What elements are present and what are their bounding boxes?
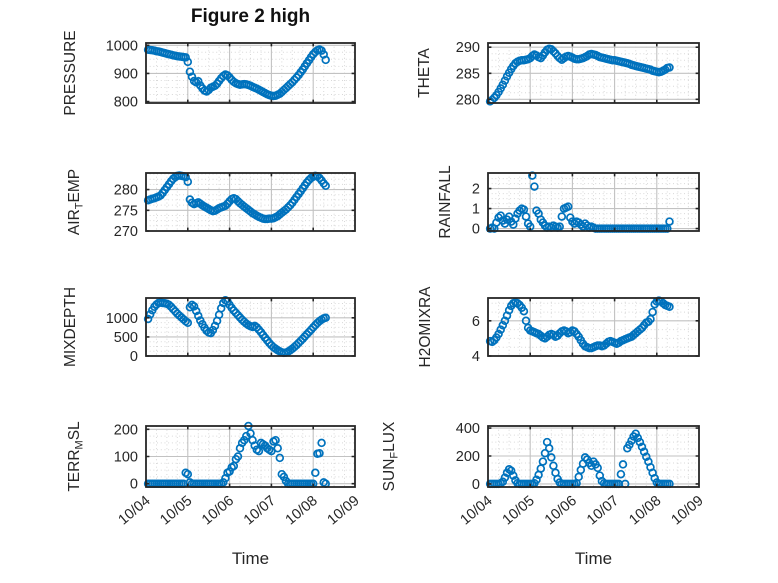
tick-marks xyxy=(488,426,699,487)
y-tick-labels: 280 285 290 xyxy=(456,40,480,108)
theta-series xyxy=(485,44,674,106)
grid-major xyxy=(488,426,699,487)
rainfall-plot: 0 1 2 RAINFALL xyxy=(437,165,700,239)
rainfall-y-axis-label: RAINFALL xyxy=(437,165,454,239)
sun_flux-y-axis-label: SUNFLUX xyxy=(381,421,401,491)
svg-text:10/09: 10/09 xyxy=(668,493,706,529)
svg-text:500: 500 xyxy=(114,330,138,346)
h2omixra-series xyxy=(485,296,674,353)
svg-text:275: 275 xyxy=(114,203,138,219)
y-tick-labels: 0 200 400 xyxy=(456,421,480,493)
xlabel-time-left: Time xyxy=(231,549,270,568)
tick-marks xyxy=(146,298,355,357)
svg-text:280: 280 xyxy=(456,92,480,108)
mixdepth-y-axis-label: MIXDEPTH xyxy=(62,287,79,367)
sun_flux-series xyxy=(485,429,674,489)
svg-text:0: 0 xyxy=(130,349,138,365)
svg-text:4: 4 xyxy=(472,349,480,365)
svg-text:285: 285 xyxy=(456,66,480,82)
svg-text:10/04: 10/04 xyxy=(457,493,495,529)
svg-text:0: 0 xyxy=(472,222,480,238)
svg-text:200: 200 xyxy=(114,422,138,438)
y-tick-labels: 270 275 280 xyxy=(114,183,138,240)
y-tick-labels: 0 100 200 xyxy=(114,422,138,492)
pressure-plot: 800 900 1000 PRESSURE xyxy=(62,30,356,116)
grid-minor xyxy=(146,173,355,231)
y-tick-labels: 0 1 2 xyxy=(472,182,480,238)
svg-text:10/04: 10/04 xyxy=(115,493,153,529)
mixdepth-series xyxy=(143,296,330,358)
svg-text:200: 200 xyxy=(456,449,480,465)
tick-marks xyxy=(488,43,699,103)
y-tick-labels: 0 500 1000 xyxy=(106,311,138,365)
air_temp-y-axis-label: AIRTEMP xyxy=(66,169,86,235)
sun_flux-plot: 0 200 400 SUNFLUX 10/04 10/05 10/06 10/07 10/08 1… xyxy=(381,421,707,528)
svg-text:1000: 1000 xyxy=(106,38,138,54)
grid-major xyxy=(146,173,355,231)
svg-text:400: 400 xyxy=(456,421,480,437)
svg-text:280: 280 xyxy=(114,183,138,199)
svg-text:800: 800 xyxy=(114,95,138,111)
xlabel-time-right: Time xyxy=(574,549,613,568)
tick-marks xyxy=(146,43,355,103)
terr_msl-y-axis-label: TERRMSL xyxy=(66,421,86,492)
mixdepth-plot: 0 500 1000 MIXDEPTH xyxy=(62,287,356,367)
svg-text:6: 6 xyxy=(472,314,480,330)
h2omixra-y-axis-label: H2OMIXRA xyxy=(417,286,434,368)
x-tick-labels: 10/04 10/05 10/06 10/07 10/08 10/09 xyxy=(457,493,706,529)
theta-plot: 280 285 290 THETA xyxy=(416,40,700,108)
svg-text:1: 1 xyxy=(472,202,480,218)
svg-text:100: 100 xyxy=(114,450,138,466)
tick-marks xyxy=(488,173,699,231)
svg-text:10/05: 10/05 xyxy=(500,493,538,529)
svg-text:10/09: 10/09 xyxy=(324,493,362,529)
svg-text:1000: 1000 xyxy=(106,311,138,327)
tick-marks xyxy=(488,298,699,357)
grid-minor xyxy=(488,173,699,231)
theta-y-axis-label: THETA xyxy=(416,48,433,98)
svg-text:0: 0 xyxy=(472,477,480,493)
grid-major xyxy=(488,173,699,231)
svg-text:0: 0 xyxy=(130,477,138,493)
terr_msl-plot: 0 100 200 TERRMSL 10/04 10/05 10/06 10/07 10/08 1… xyxy=(66,421,363,528)
pressure-series xyxy=(143,45,330,101)
grid-major xyxy=(146,426,355,487)
svg-text:900: 900 xyxy=(114,66,138,82)
tick-marks xyxy=(146,173,355,232)
svg-text:10/07: 10/07 xyxy=(241,493,279,529)
terr_msl-series xyxy=(143,421,330,488)
figure-title: Figure 2 high xyxy=(190,6,311,27)
y-tick-labels: 46 xyxy=(472,314,480,365)
svg-text:10/06: 10/06 xyxy=(542,493,580,529)
svg-text:10/08: 10/08 xyxy=(626,493,664,529)
axes-box xyxy=(145,297,356,357)
tick-marks xyxy=(146,426,355,487)
air_temp-series xyxy=(143,171,330,224)
axes-box xyxy=(487,172,700,232)
svg-text:290: 290 xyxy=(456,40,480,56)
air_temp-plot: 270 275 280 AIRTEMP xyxy=(66,169,356,240)
x-tick-labels: 10/04 10/05 10/06 10/07 10/08 10/09 xyxy=(115,493,362,529)
svg-text:10/06: 10/06 xyxy=(199,493,237,529)
svg-text:10/07: 10/07 xyxy=(584,493,622,529)
svg-text:10/08: 10/08 xyxy=(283,493,321,529)
svg-text:2: 2 xyxy=(472,182,480,198)
axes-box xyxy=(145,172,356,232)
svg-text:270: 270 xyxy=(114,224,138,240)
rainfall-series xyxy=(485,171,674,233)
axes-box xyxy=(487,297,700,357)
pressure-y-axis-label: PRESSURE xyxy=(62,30,79,115)
y-tick-labels: 800 900 1000 xyxy=(106,38,138,110)
svg-text:10/05: 10/05 xyxy=(157,493,195,529)
